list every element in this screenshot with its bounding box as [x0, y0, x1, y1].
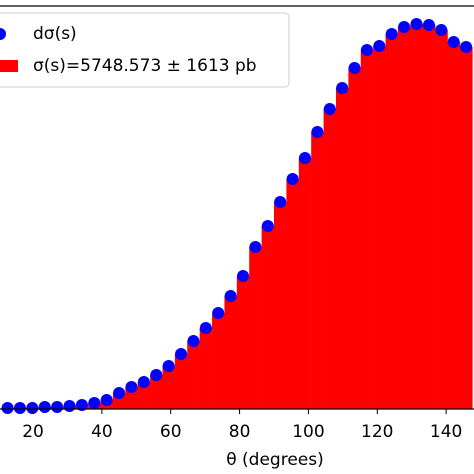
legend-box [0, 12, 290, 88]
histogram-bar [199, 327, 213, 409]
data-point [137, 375, 150, 388]
x-tick-label: 60 [160, 422, 182, 442]
legend-label: σ(s)=5748.573 ± 1613 pb [33, 56, 257, 76]
data-point [175, 347, 188, 360]
data-point [435, 24, 448, 37]
histogram-bar [274, 202, 287, 409]
legend-marker [0, 28, 6, 40]
histogram-bar [224, 295, 238, 409]
data-point [162, 359, 175, 372]
histogram-bar [385, 34, 399, 410]
data-point [336, 82, 349, 95]
histogram-bar [323, 109, 337, 409]
histogram-bar [212, 313, 225, 409]
x-tick-label: 80 [229, 422, 251, 442]
histogram-bar [286, 179, 300, 409]
x-tick-label: 20 [22, 422, 44, 442]
histogram-bar [174, 353, 188, 409]
histogram-bar [447, 41, 461, 409]
data-point [237, 270, 250, 283]
data-point [113, 387, 126, 400]
histogram-bar [249, 246, 262, 409]
data-point [422, 18, 435, 31]
histogram-bar [236, 276, 250, 409]
histogram-bar [435, 30, 448, 410]
data-point [125, 380, 138, 393]
data-point [373, 40, 386, 53]
data-point [13, 401, 26, 414]
data-point [460, 40, 473, 53]
data-point [410, 18, 423, 31]
data-point [100, 394, 113, 407]
histogram-bar [162, 365, 176, 409]
data-point [1, 401, 14, 414]
data-point [298, 152, 311, 165]
data-point [88, 396, 101, 409]
data-point [398, 20, 411, 33]
x-tick-label: 120 [361, 422, 393, 442]
data-point [249, 240, 262, 253]
data-point [286, 173, 299, 186]
data-point [311, 126, 324, 139]
data-point [360, 44, 373, 57]
data-point [274, 196, 287, 209]
data-point [385, 28, 398, 41]
histogram-bar [335, 88, 349, 409]
plot-area [1, 18, 473, 414]
histogram-bar [422, 24, 436, 410]
data-point [224, 289, 237, 302]
legend-swatch [0, 60, 18, 72]
x-tick-label: 40 [91, 422, 113, 442]
legend: dσ(s) σ(s)=5748.573 ± 1613 pb [0, 12, 290, 88]
histogram-bar [125, 386, 138, 409]
x-tick-label: 100 [292, 422, 324, 442]
histogram-bar [348, 67, 362, 410]
histogram-bar [397, 26, 411, 409]
histogram-bar [137, 381, 151, 409]
histogram-bar [410, 24, 424, 409]
histogram-bar [187, 341, 200, 409]
histogram-bar [459, 46, 473, 409]
data-point [212, 307, 225, 320]
data-point [150, 368, 163, 381]
data-point [323, 103, 336, 116]
data-point [38, 400, 51, 413]
x-tick-label: 140 [430, 422, 462, 442]
histogram-bar [150, 374, 163, 409]
data-point [187, 335, 200, 348]
data-point [348, 61, 361, 74]
data-point [51, 400, 64, 413]
data-point [447, 35, 460, 48]
histogram-bar [373, 46, 386, 410]
data-point [63, 400, 76, 413]
histogram-bar [311, 132, 324, 409]
histogram-bar [298, 158, 312, 409]
data-point [261, 219, 274, 232]
histogram-bar [261, 225, 275, 409]
data-point [75, 399, 88, 412]
data-point [199, 321, 212, 334]
histogram-bar [360, 50, 374, 409]
x-axis-label: θ (degrees) [226, 450, 324, 470]
legend-label: dσ(s) [33, 24, 77, 44]
data-point [26, 401, 39, 414]
